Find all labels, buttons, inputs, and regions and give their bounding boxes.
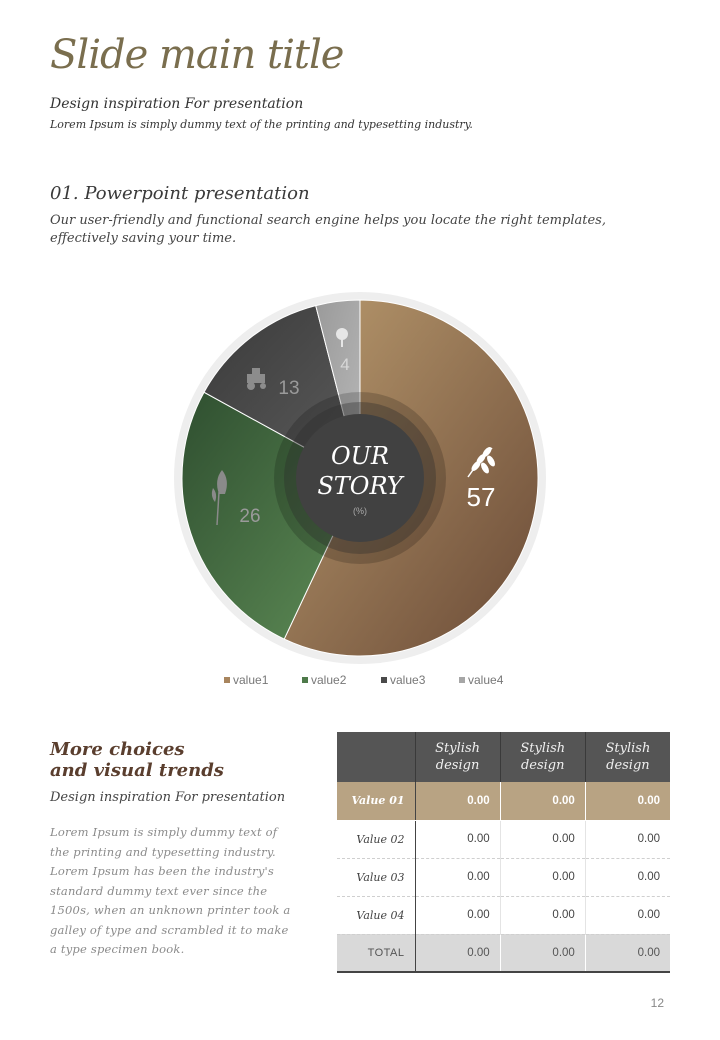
more-subtitle: Design inspiration For presentation <box>50 790 286 805</box>
legend-label: value1 <box>233 673 269 687</box>
center-label-line2: STORY <box>317 472 404 500</box>
legend-label: value3 <box>390 673 426 687</box>
table-cell: 0.00 <box>499 934 586 973</box>
page-number: 12 <box>650 996 664 1010</box>
column-header: Stylish design <box>414 732 501 782</box>
table-cell: 0.00 <box>499 820 586 859</box>
table-corner <box>337 732 415 782</box>
table-cell: 0.00 <box>499 858 586 897</box>
section-heading: 01. Powerpoint presentation <box>50 183 310 204</box>
data-label-value2: 26 <box>239 506 260 527</box>
legend-item-value4: value4 <box>459 673 503 687</box>
table-row: Value 04 0.00 0.00 0.00 <box>337 896 670 935</box>
more-title-line1: More choices <box>50 739 185 760</box>
legend-swatch <box>224 677 230 683</box>
column-header: Stylish design <box>499 732 586 782</box>
table-cell: 0.00 <box>584 858 670 897</box>
legend-item-value1: value1 <box>224 673 268 687</box>
center-label-line1: OUR <box>331 442 389 470</box>
data-label-value4: 4 <box>340 355 349 374</box>
section-text: Our user-friendly and functional search … <box>50 213 606 246</box>
tree-icon <box>336 328 348 347</box>
legend-item-value2: value2 <box>302 673 346 687</box>
row-label: Value 04 <box>337 896 416 935</box>
table-cell: 0.00 <box>414 820 501 859</box>
table-cell: 0.00 <box>499 782 586 821</box>
page-title: Slide main title <box>50 32 344 78</box>
more-body: Lorem Ipsum is simply dummy text of the … <box>50 825 291 956</box>
center-unit: (%) <box>353 506 367 516</box>
row-label: Value 03 <box>337 858 416 897</box>
row-label: Value 02 <box>337 820 416 859</box>
row-label: Value 01 <box>337 782 416 821</box>
table-cell: 0.00 <box>584 782 670 821</box>
wheat-icon <box>467 447 495 478</box>
table-cell: 0.00 <box>584 820 670 859</box>
legend-item-value3: value3 <box>381 673 425 687</box>
legend-swatch <box>381 677 387 683</box>
table-cell: 0.00 <box>414 896 501 935</box>
table-cell: 0.00 <box>499 896 586 935</box>
row-label: TOTAL <box>337 934 416 973</box>
more-title-line2: and visual trends <box>50 760 224 781</box>
page-description: Lorem Ipsum is simply dummy text of the … <box>50 118 473 131</box>
table-row: Value 03 0.00 0.00 0.00 <box>337 858 670 897</box>
table-header-row: Stylish design Stylish design Stylish de… <box>337 732 670 782</box>
legend-swatch <box>459 677 465 683</box>
data-label-value1: 57 <box>467 482 496 512</box>
data-table: Stylish design Stylish design Stylish de… <box>337 732 670 973</box>
table-row: Value 02 0.00 0.00 0.00 <box>337 820 670 859</box>
leaf-icon <box>211 470 227 526</box>
legend-label: value4 <box>468 673 504 687</box>
table-cell: 0.00 <box>584 896 670 935</box>
table-cell: 0.00 <box>414 782 501 821</box>
center-disc <box>296 414 424 542</box>
more-choices-title: More choices and visual trends <box>50 739 310 781</box>
table-total-row: TOTAL 0.00 0.00 0.00 <box>337 934 670 973</box>
table-cell: 0.00 <box>414 858 501 897</box>
data-label-value3: 13 <box>278 378 299 399</box>
tractor-icon <box>247 368 266 390</box>
column-header: Stylish design <box>584 732 670 782</box>
legend-swatch <box>302 677 308 683</box>
table-row: Value 01 0.00 0.00 0.00 <box>337 782 670 821</box>
table-cell: 0.00 <box>414 934 501 973</box>
table-cell: 0.00 <box>584 934 670 973</box>
page-subtitle: Design inspiration For presentation <box>50 96 304 112</box>
legend-label: value2 <box>311 673 347 687</box>
